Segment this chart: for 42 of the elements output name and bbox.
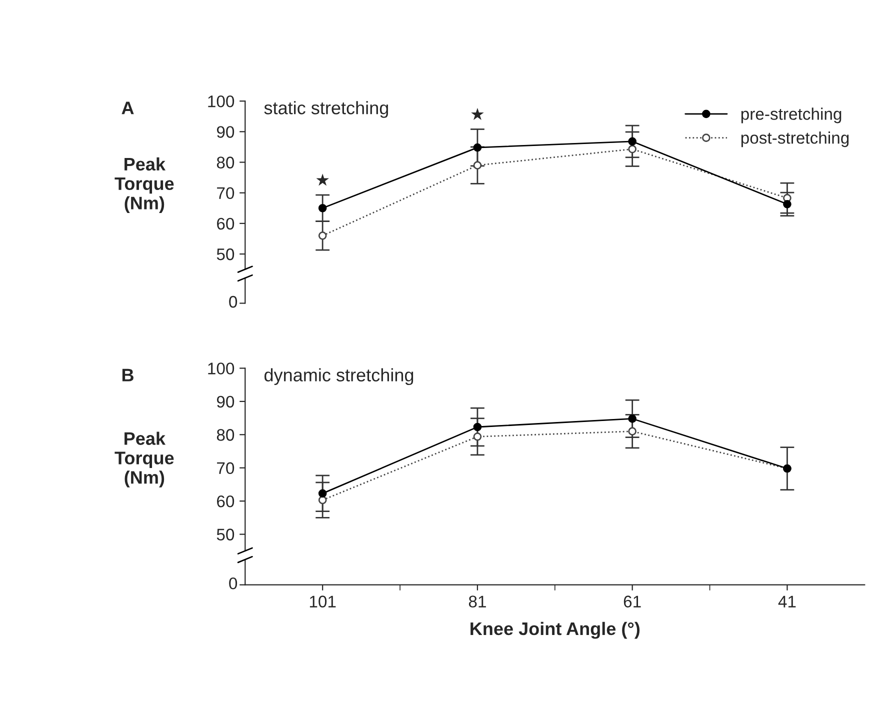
point: [783, 200, 792, 208]
annotation: ★: [316, 174, 329, 186]
text: 0: [229, 296, 238, 308]
point: [318, 204, 327, 212]
x-tick-label: 101: [310, 596, 336, 608]
x-axis-title: Knee Joint Angle (°): [470, 622, 640, 639]
point: [628, 414, 636, 423]
legend-label: pre-stretching: [741, 108, 842, 124]
point: [473, 143, 482, 152]
y-tick-label: 80: [216, 429, 234, 441]
chart-title: B: [122, 368, 134, 382]
text: 0: [229, 577, 238, 590]
point: [473, 432, 482, 441]
point: [628, 137, 636, 146]
point: [473, 422, 482, 432]
point: [628, 427, 636, 436]
y-tick-label: 50: [216, 528, 234, 540]
annotation: ★: [471, 108, 484, 120]
x-tick-label: 81: [468, 596, 486, 608]
point: [318, 231, 327, 240]
y-tick-label: 80: [216, 156, 234, 168]
y-tick-label: 100: [208, 95, 234, 108]
point: [628, 144, 636, 154]
annotation: static stretching: [264, 101, 388, 118]
annotation: dynamic stretching: [264, 368, 414, 386]
y-tick-label: 100: [208, 362, 234, 374]
y-tick-label: 60: [217, 218, 234, 230]
y-tick-label: 70: [217, 462, 234, 474]
y-tick-label: 60: [217, 495, 234, 508]
y-tick-label: 70: [217, 187, 234, 200]
x-tick-label: 41: [778, 596, 796, 608]
x-tick-label: 61: [624, 596, 641, 608]
point: [473, 161, 482, 170]
y-tick-label: 90: [216, 126, 234, 138]
y-tick-label: 90: [216, 396, 234, 408]
y-axis-title: Peak Torque (Nm): [114, 432, 174, 488]
chart-title: A: [122, 102, 134, 114]
point: [318, 496, 327, 504]
y-axis-title: Peak Torque (Nm): [114, 157, 174, 214]
y-tick-label: 50: [216, 248, 234, 260]
legend-label: post-stretching: [741, 132, 849, 148]
point: [318, 489, 327, 498]
